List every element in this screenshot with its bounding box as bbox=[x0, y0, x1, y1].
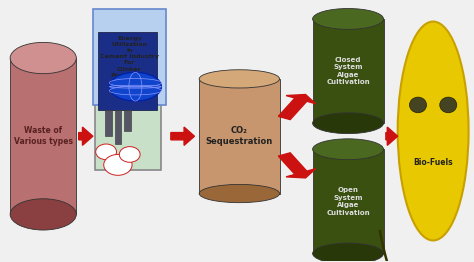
Ellipse shape bbox=[109, 72, 161, 101]
FancyBboxPatch shape bbox=[93, 8, 166, 105]
Ellipse shape bbox=[119, 147, 140, 162]
Ellipse shape bbox=[313, 113, 383, 134]
FancyArrow shape bbox=[278, 153, 316, 178]
Ellipse shape bbox=[199, 184, 280, 203]
Ellipse shape bbox=[313, 243, 383, 262]
Text: Waste of
Various types: Waste of Various types bbox=[14, 126, 73, 146]
Text: Open
System
Algae
Cultivation: Open System Algae Cultivation bbox=[326, 187, 370, 216]
Polygon shape bbox=[98, 32, 156, 110]
Ellipse shape bbox=[313, 139, 383, 160]
Polygon shape bbox=[313, 149, 383, 254]
Ellipse shape bbox=[10, 199, 76, 230]
Ellipse shape bbox=[96, 144, 117, 160]
Ellipse shape bbox=[440, 97, 457, 113]
Polygon shape bbox=[105, 110, 112, 136]
FancyBboxPatch shape bbox=[95, 27, 161, 170]
Ellipse shape bbox=[104, 155, 132, 175]
Polygon shape bbox=[115, 110, 121, 144]
Polygon shape bbox=[124, 110, 131, 131]
Ellipse shape bbox=[313, 8, 383, 29]
FancyArrow shape bbox=[79, 127, 93, 145]
Polygon shape bbox=[199, 79, 280, 194]
Polygon shape bbox=[313, 19, 383, 123]
Polygon shape bbox=[10, 58, 76, 214]
Text: Closed
System
Algae
Cultivation: Closed System Algae Cultivation bbox=[326, 57, 370, 85]
Text: Bio-Fuels: Bio-Fuels bbox=[413, 158, 453, 167]
Ellipse shape bbox=[398, 21, 469, 241]
FancyArrow shape bbox=[171, 127, 194, 145]
FancyArrow shape bbox=[386, 127, 398, 145]
Text: Energy
Utilization
in
Cement Industry
For
Clinker
Production: Energy Utilization in Cement Industry Fo… bbox=[100, 36, 159, 78]
Ellipse shape bbox=[10, 42, 76, 74]
Ellipse shape bbox=[410, 97, 427, 113]
FancyArrow shape bbox=[278, 95, 316, 119]
Ellipse shape bbox=[199, 70, 280, 88]
Text: CO₂
Sequestration: CO₂ Sequestration bbox=[206, 126, 273, 146]
